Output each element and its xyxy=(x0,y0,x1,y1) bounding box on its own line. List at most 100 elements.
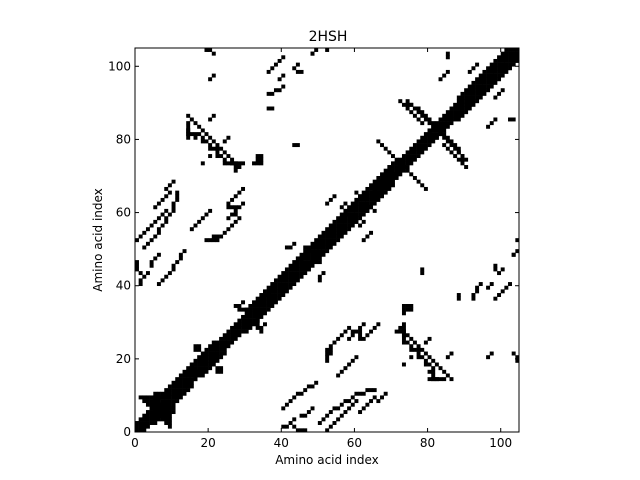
contact-cell xyxy=(233,168,238,173)
contact-cell-diagonal xyxy=(164,406,169,411)
contact-cell-diagonal xyxy=(263,304,267,308)
contact-cell xyxy=(350,402,355,407)
contact-cell-diagonal xyxy=(281,271,286,276)
contact-cell-diagonal xyxy=(171,402,176,407)
contact-cell xyxy=(306,384,311,389)
contact-cell xyxy=(497,91,502,96)
contact-cell-diagonal xyxy=(171,388,176,393)
contact-cell-diagonal xyxy=(467,88,472,93)
contact-cell xyxy=(310,260,315,265)
contact-cell xyxy=(409,172,414,177)
contact-cell-diagonal xyxy=(497,73,502,78)
contact-cell xyxy=(156,410,161,415)
contact-cell xyxy=(332,340,337,345)
contact-cell xyxy=(358,391,363,396)
contact-cell xyxy=(200,128,205,133)
contact-cell xyxy=(391,172,395,177)
contact-cell-diagonal xyxy=(248,304,253,308)
contact-cell-diagonal xyxy=(361,197,366,202)
contact-cell-diagonal xyxy=(270,285,275,290)
contact-cell xyxy=(208,344,213,349)
contact-cell xyxy=(405,307,410,312)
contact-cell-diagonal xyxy=(339,212,344,217)
contact-cell xyxy=(343,410,348,415)
contact-cell-diagonal xyxy=(208,347,213,352)
contact-cell xyxy=(445,135,450,140)
contact-cell-diagonal xyxy=(361,194,366,199)
contact-cell-diagonal xyxy=(493,77,498,82)
contact-cell xyxy=(317,278,322,283)
contact-cell-diagonal xyxy=(317,252,322,257)
contact-cell-diagonal xyxy=(464,95,469,100)
contact-cell-diagonal xyxy=(339,219,344,224)
contact-cell xyxy=(493,263,498,268)
contact-cell-diagonal xyxy=(412,154,417,159)
contact-cell xyxy=(380,395,384,400)
contact-cell-diagonal xyxy=(471,99,476,104)
contact-cell-diagonal xyxy=(456,106,461,111)
contact-cell xyxy=(431,135,436,140)
contact-cell-diagonal xyxy=(328,223,333,228)
contact-cell-diagonal xyxy=(508,58,512,63)
contact-cell-diagonal xyxy=(299,252,304,257)
contact-cell xyxy=(156,252,161,257)
contact-cell-diagonal xyxy=(263,289,267,294)
contact-cell xyxy=(449,150,454,155)
contact-cell-diagonal xyxy=(197,369,202,374)
contact-cell xyxy=(442,369,447,374)
contact-cell xyxy=(219,146,224,151)
contact-cell xyxy=(328,351,333,356)
contact-cell xyxy=(233,304,238,308)
contact-cell-diagonal xyxy=(387,168,392,173)
contact-cell-diagonal xyxy=(453,106,458,111)
contact-cell xyxy=(431,124,436,129)
contact-cell-diagonal xyxy=(358,201,363,206)
contact-cell xyxy=(497,271,502,276)
contact-cell xyxy=(226,201,231,206)
contact-cell xyxy=(200,351,205,356)
contact-cell xyxy=(471,296,476,301)
contact-cell-diagonal xyxy=(405,150,410,155)
contact-cell-diagonal xyxy=(508,62,512,67)
contact-cell xyxy=(380,179,384,184)
contact-cell-diagonal xyxy=(266,300,271,305)
contact-cell xyxy=(138,395,143,400)
contact-cell xyxy=(438,77,443,82)
contact-cell-diagonal xyxy=(292,271,297,276)
contact-cell xyxy=(387,172,392,177)
contact-cell-diagonal xyxy=(412,146,417,151)
contact-cell xyxy=(427,121,432,126)
contact-cell xyxy=(456,157,461,162)
contact-cell xyxy=(193,369,198,374)
contact-cell-diagonal xyxy=(317,256,322,261)
contact-cell-diagonal xyxy=(314,260,319,265)
contact-cell-diagonal xyxy=(500,73,505,78)
contact-cell-diagonal xyxy=(489,77,494,82)
contact-cell-diagonal xyxy=(186,380,191,385)
contact-cell xyxy=(398,325,403,330)
contact-cell xyxy=(460,161,465,166)
contact-cell xyxy=(442,135,447,140)
contact-cell-diagonal xyxy=(343,219,348,224)
contact-cell-diagonal xyxy=(281,289,286,294)
contact-cell xyxy=(347,325,352,330)
contact-cell-diagonal xyxy=(332,223,337,228)
contact-cell-diagonal xyxy=(288,285,293,290)
contact-cell-diagonal xyxy=(347,208,352,213)
contact-cell-diagonal xyxy=(317,238,322,243)
contact-cell xyxy=(270,91,275,96)
contact-cell xyxy=(438,128,443,133)
contact-cell xyxy=(420,355,425,360)
contact-cell-diagonal xyxy=(321,238,326,243)
contact-cell-diagonal xyxy=(328,227,333,232)
contact-cell xyxy=(156,201,161,206)
contact-cell-diagonal xyxy=(420,150,425,155)
contact-cell-diagonal xyxy=(263,307,267,312)
plot-frame xyxy=(134,47,520,433)
contact-cell-diagonal xyxy=(438,121,443,126)
contact-cell-diagonal xyxy=(325,249,330,254)
contact-cell-diagonal xyxy=(497,58,502,63)
contact-cell-diagonal xyxy=(391,179,395,184)
contact-cell xyxy=(208,143,213,148)
contact-cell-diagonal xyxy=(486,80,491,85)
